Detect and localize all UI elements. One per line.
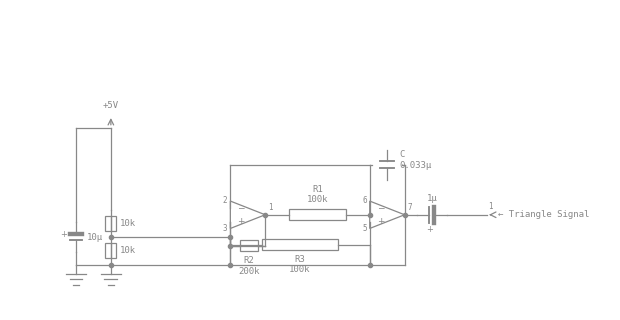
- Text: 10μ: 10μ: [86, 233, 102, 242]
- Text: +: +: [237, 217, 245, 226]
- Text: +: +: [377, 217, 384, 226]
- Text: R3
100k: R3 100k: [290, 255, 311, 275]
- Text: −: −: [377, 204, 384, 212]
- Bar: [262, 239, 339, 250]
- Bar: [105, 243, 117, 258]
- Text: 10k: 10k: [120, 219, 136, 228]
- Text: 1: 1: [488, 202, 492, 211]
- Text: R2
200k: R2 200k: [238, 256, 260, 276]
- Text: 10k: 10k: [120, 246, 136, 255]
- Text: +: +: [60, 230, 66, 239]
- Text: 2: 2: [223, 196, 228, 205]
- Text: +: +: [426, 225, 433, 234]
- Text: +5V: +5V: [103, 101, 119, 110]
- Text: 7: 7: [407, 203, 412, 212]
- Text: 6: 6: [362, 196, 367, 205]
- Text: 1μ: 1μ: [427, 194, 437, 203]
- Text: 3: 3: [223, 224, 228, 233]
- Text: −: −: [237, 204, 245, 212]
- Text: C
0.033μ: C 0.033μ: [399, 150, 432, 170]
- Bar: [289, 209, 346, 220]
- Bar: [105, 216, 117, 231]
- Text: ← Triangle Signal: ← Triangle Signal: [498, 210, 589, 219]
- Text: 5: 5: [362, 224, 367, 233]
- Text: 1: 1: [268, 203, 272, 212]
- Text: R1
100k: R1 100k: [307, 185, 328, 204]
- Bar: [240, 240, 258, 251]
